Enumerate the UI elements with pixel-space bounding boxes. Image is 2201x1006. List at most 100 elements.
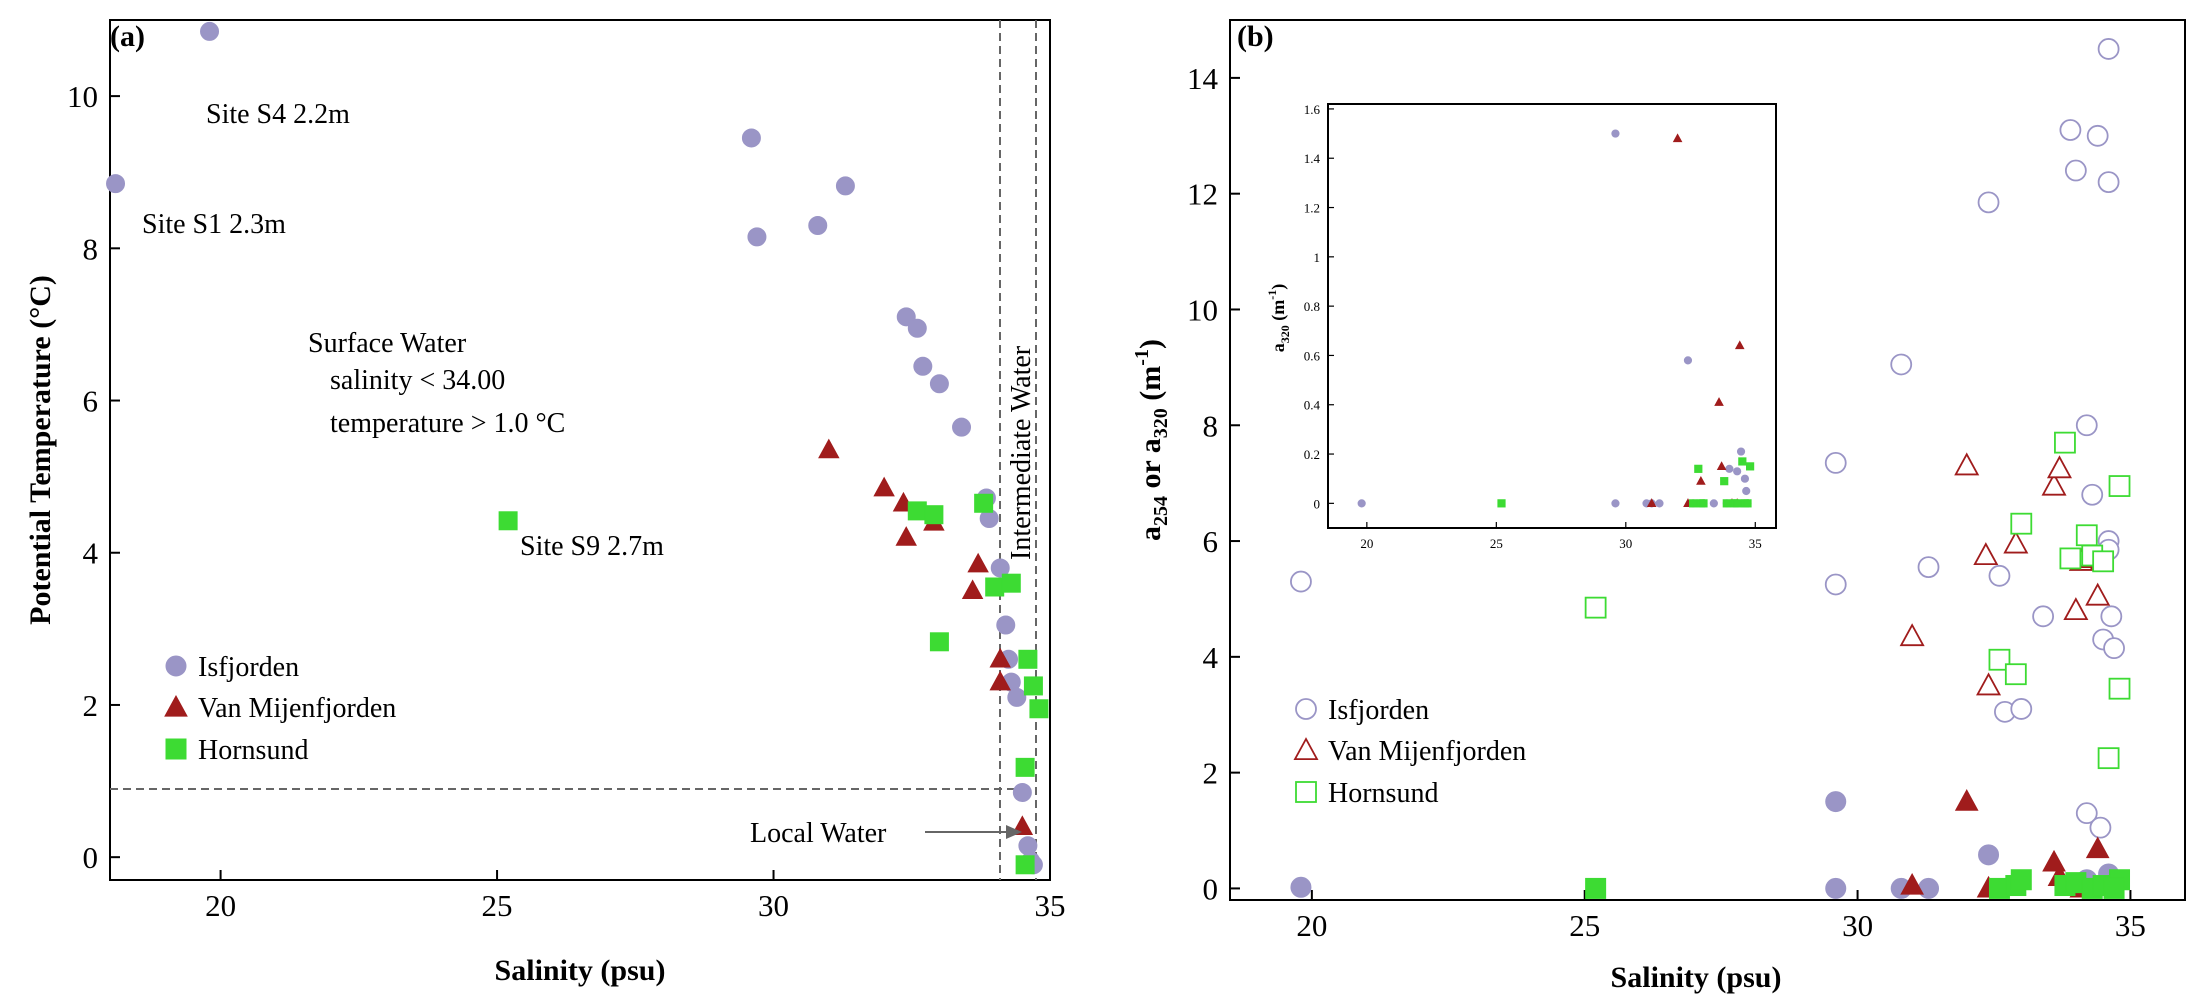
point-a-hornsund — [985, 577, 1005, 597]
panel-b-plot-frame — [1229, 19, 2186, 901]
point-b-a254-van-mijenfjorden — [2041, 472, 2067, 496]
panel-a-legend: Isfjorden Van Mijenfjorden Hornsund — [164, 652, 396, 766]
point-b-a254-hornsund — [2010, 512, 2033, 535]
point-b-a254-isfjorden — [2089, 816, 2112, 839]
point-b-a254-van-mijenfjorden — [2085, 582, 2111, 606]
legend-b-van-mijenfjorden-label: Van Mijenfjorden — [1328, 736, 1526, 767]
point-b-a254-isfjorden — [2010, 698, 2033, 720]
point-b-a254-hornsund — [2097, 747, 2120, 770]
legend-b-isfjorden-marker — [1295, 698, 1317, 720]
point-b-a254-van-mijenfjorden — [2003, 530, 2029, 554]
point-a-van-mijenfjorden — [873, 476, 895, 497]
point-a-isfjorden — [1012, 782, 1032, 802]
point-b-a254-isfjorden — [2059, 119, 2082, 141]
legend-a-isfjorden-marker — [165, 655, 187, 677]
inset-point-isfjorden — [1740, 474, 1750, 483]
inset-point-hornsund — [1497, 499, 1506, 508]
point-a-hornsund — [1001, 573, 1021, 593]
panel-b-x-tick-label: 25 — [1569, 908, 1600, 943]
inset-point-van-mijenfjorden — [1714, 397, 1724, 406]
inset-y-tick-label: 0 — [1314, 496, 1321, 511]
point-a-van-mijenfjorden — [989, 647, 1011, 668]
inset-point-isfjorden — [1742, 486, 1751, 496]
point-b-a320-hornsund — [2010, 869, 2032, 891]
inset-point-van-mijenfjorden — [1672, 133, 1683, 143]
local-water-arrowhead — [1006, 825, 1022, 839]
point-b-a254-van-mijenfjorden — [2046, 455, 2073, 479]
inset-point-hornsund — [1689, 499, 1698, 508]
annotation-intermediate-water: Intermediate Water — [1006, 345, 1037, 560]
panel-a-plot-frame — [109, 19, 1051, 881]
inset-point-hornsund — [1733, 499, 1742, 508]
inset-point-hornsund — [1743, 499, 1752, 508]
inset-points — [1357, 129, 1755, 508]
point-b-a254-hornsund — [2108, 677, 2131, 700]
point-a-isfjorden — [741, 128, 761, 148]
point-b-a320-isfjorden — [1290, 876, 1312, 898]
panel-b-legend: Isfjorden Van Mijenfjorden Hornsund — [1293, 695, 1526, 809]
panel-a-y-axis-title: Potential Temperature (°C) — [24, 275, 57, 625]
point-a-isfjorden — [835, 176, 855, 196]
point-b-a254-isfjorden — [2032, 605, 2055, 628]
point-a-isfjorden — [896, 307, 916, 327]
point-a-isfjorden — [808, 215, 828, 235]
point-b-a320-van-mijenfjorden — [1954, 789, 1979, 811]
panel-a-x-axis-title: Salinity (psu) — [495, 954, 666, 987]
point-a-hornsund — [1029, 699, 1049, 719]
point-b-a254-hornsund — [2108, 475, 2131, 497]
inset-y-tick-label: 1.4 — [1304, 151, 1321, 166]
inset-point-van-mijenfjorden — [1696, 475, 1706, 485]
panel-a-points — [106, 21, 1049, 875]
point-a-van-mijenfjorden — [895, 526, 917, 546]
legend-b-hornsund-marker — [1295, 781, 1317, 803]
inset-y-axis-title: a320 (m-1) — [1265, 284, 1292, 353]
point-b-a254-isfjorden — [1917, 556, 1940, 579]
point-b-a254-van-mijenfjorden — [1899, 623, 1925, 647]
panel-b-x-tick-label: 20 — [1296, 908, 1327, 943]
legend-a-isfjorden-label: Isfjorden — [198, 652, 299, 683]
panel-b-y-tick-label: 8 — [1203, 408, 1219, 443]
point-b-a254-hornsund — [1584, 596, 1607, 619]
inset-y-tick-label: 0.6 — [1304, 348, 1321, 363]
point-b-a254-isfjorden — [2064, 159, 2087, 182]
point-a-isfjorden — [952, 417, 972, 437]
panel-a-y-tick-label: 2 — [83, 688, 99, 723]
panel-b-y-tick-label: 6 — [1203, 524, 1219, 559]
point-b-a254-isfjorden — [1988, 564, 2011, 587]
point-a-isfjorden — [907, 318, 927, 338]
inset-point-isfjorden — [1725, 464, 1734, 473]
legend-b-hornsund-label: Hornsund — [1328, 778, 1438, 809]
point-b-a320-hornsund — [2103, 877, 2125, 899]
inset-point-isfjorden — [1709, 499, 1718, 508]
legend-b-isfjorden-label: Isfjorden — [1328, 695, 1429, 726]
inset-point-isfjorden — [1611, 499, 1620, 508]
point-b-a254-isfjorden — [2081, 483, 2104, 506]
inset-point-isfjorden — [1611, 129, 1620, 138]
point-a-hornsund — [929, 632, 949, 652]
panel-a-x-tick-label: 20 — [205, 888, 236, 923]
panel-a-x-tick-label: 30 — [758, 888, 789, 923]
point-b-a320-isfjorden — [1825, 791, 1847, 813]
inset-point-van-mijenfjorden — [1646, 498, 1657, 507]
point-b-a254-isfjorden — [2075, 414, 2098, 437]
inset-ticks: 20 25 30 35 0 0.2 0.4 0.6 0.8 1 1.2 1.4 1.6 — [1304, 102, 1762, 551]
panel-b-y-tick-label: 2 — [1203, 756, 1219, 791]
annotation-salinity-threshold: salinity < 34.00 — [330, 365, 505, 396]
inset-y-tick-label: 0.4 — [1304, 398, 1321, 413]
point-a-isfjorden — [929, 374, 949, 394]
inset-point-isfjorden — [1655, 499, 1664, 508]
inset-point-isfjorden — [1733, 467, 1742, 476]
point-b-a320-isfjorden — [1918, 877, 1940, 899]
point-b-a254-hornsund — [1988, 648, 2011, 671]
point-a-isfjorden — [913, 356, 933, 376]
panel-b-y-axis-title: a254 or a320 (m-1) — [1131, 339, 1172, 541]
point-b-a320-isfjorden — [1978, 844, 2000, 866]
annotation-site-s1: Site S1 2.3m — [142, 209, 286, 240]
point-a-hornsund — [1018, 649, 1038, 669]
panel-a-legend-markers — [164, 655, 188, 760]
panel-a: (a) 20 25 30 35 0 2 4 6 8 10 Site S4 2.2m Site S1… — [24, 19, 1066, 987]
panel-a-x-tick-label: 35 — [1035, 888, 1066, 923]
